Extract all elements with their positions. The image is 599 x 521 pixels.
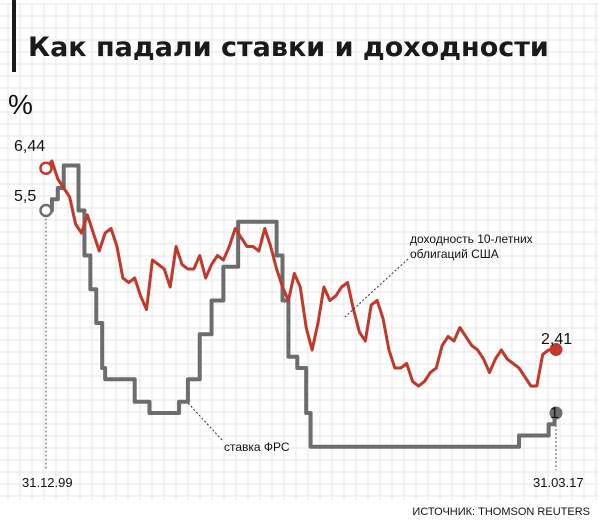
fed-annotation-line: ставка ФРС xyxy=(224,440,290,454)
yield-start-marker xyxy=(39,161,53,175)
fed-end-marker xyxy=(549,406,563,420)
yield-annotation-line: облигаций США xyxy=(410,247,499,261)
fed-start-marker xyxy=(39,203,53,218)
yield-end-marker xyxy=(549,343,563,357)
series-line-fed-rate xyxy=(46,163,558,449)
series-line-yield xyxy=(44,159,557,388)
yield-end-value-label: 2,41 xyxy=(541,331,572,348)
x-end-label: 31.03.17 xyxy=(533,475,584,490)
chart-title: Как падали ставки и доходности xyxy=(28,32,549,63)
fed-start-value-label: 5,5 xyxy=(14,188,36,205)
fed-annotation-leader xyxy=(187,402,223,441)
y-axis-unit-label: % xyxy=(8,89,33,120)
yield-annotation-line: доходность 10-летних xyxy=(410,232,533,246)
plot-area: 6,44 5,5 2,41 1 доходность 10-летнихоблигаци… xyxy=(14,138,572,470)
chart-grid xyxy=(0,3,599,500)
x-start-label: 31.12.99 xyxy=(22,475,73,490)
yield-start-value-label: 6,44 xyxy=(14,138,45,155)
title-bar xyxy=(12,0,16,72)
fed-end-value-label: 1 xyxy=(550,405,559,422)
source-label: ИСТОЧНИК: THOMSON REUTERS xyxy=(412,506,590,518)
